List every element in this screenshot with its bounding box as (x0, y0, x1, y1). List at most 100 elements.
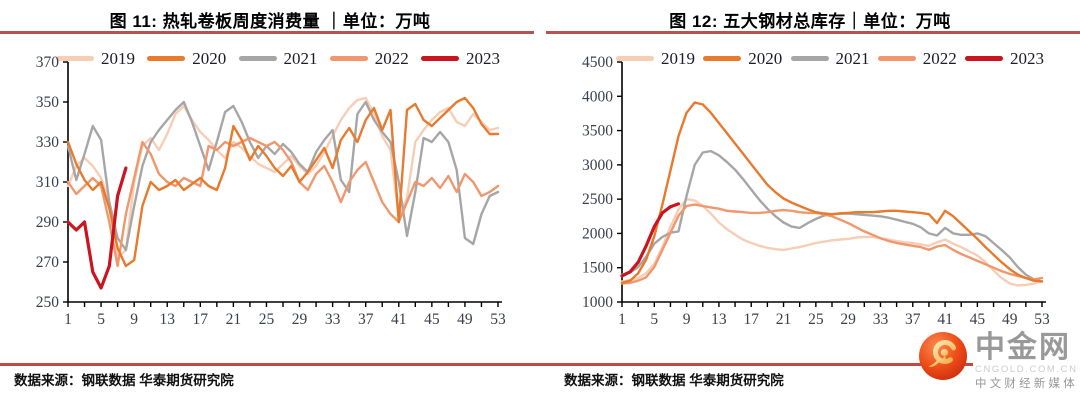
legend-label: 2023 (466, 49, 500, 68)
x-tick-label: 1 (64, 311, 72, 328)
legend-swatch-2021 (790, 56, 829, 61)
y-tick-label: 3500 (582, 123, 613, 140)
y-tick-label: 290 (36, 214, 60, 231)
data-source: 数据来源：钢联数据 华泰期货研究院 (564, 373, 784, 388)
legend-swatch-2022 (329, 56, 368, 61)
data-source: 数据来源：钢联数据 华泰期货研究院 (14, 373, 234, 388)
series-line-2023 (66, 166, 128, 290)
cngold-logo-text: 中金网 CNGOLD.COM.CN 中文财经新媒体 (973, 331, 1080, 392)
legend-label: 2023 (1010, 49, 1044, 68)
legend-swatch-2023 (965, 56, 1003, 61)
legend-label: 2022 (922, 49, 957, 68)
legend-label: 2020 (192, 49, 227, 68)
logo-tagline: 中文财经新媒体 (975, 377, 1078, 390)
y-tick-label: 330 (36, 134, 60, 151)
series-line-2020 (620, 101, 1044, 285)
x-tick-label: 49 (457, 311, 473, 328)
y-tick-label: 350 (36, 94, 60, 111)
legend-item-2023: 2023 (965, 50, 1044, 67)
series-line-2022 (66, 136, 500, 268)
x-tick-label: 5 (650, 311, 658, 328)
x-tick-label: 45 (424, 311, 440, 328)
x-tick-label: 9 (683, 311, 691, 328)
legend-swatch-2019 (56, 56, 94, 61)
legend-item-2019: 2019 (56, 50, 135, 67)
legend-label: 2021 (835, 49, 870, 68)
x-tick-label: 21 (776, 311, 792, 328)
legend-label: 2020 (748, 49, 783, 68)
x-tick-label: 21 (226, 311, 242, 328)
series-line-2022 (620, 203, 1044, 285)
x-tick-label: 53 (490, 311, 506, 328)
x-tick-label: 1 (618, 311, 626, 328)
x-tick-label: 17 (743, 311, 759, 328)
y-tick-label: 1000 (582, 294, 613, 311)
x-tick-label: 41 (391, 311, 407, 328)
x-tick-label: 29 (292, 311, 308, 328)
y-tick-label: 2000 (582, 225, 613, 242)
logo-name: 中金网 (975, 331, 1071, 364)
x-tick-label: 25 (259, 311, 275, 328)
legend-label: 2021 (283, 49, 318, 68)
legend-swatch-2022 (877, 56, 916, 61)
legend-item-2021: 2021 (238, 49, 318, 68)
series-line-2021 (66, 100, 500, 252)
x-tick-label: 53 (1034, 311, 1050, 328)
legend-swatch-2020 (703, 56, 742, 61)
y-tick-label: 250 (36, 294, 60, 311)
y-tick-label: 3000 (582, 157, 613, 174)
x-tick-label: 13 (711, 311, 727, 328)
x-tick-label: 49 (1002, 311, 1018, 328)
legend-swatch-2019 (616, 56, 654, 61)
legend-label: 2022 (374, 49, 409, 68)
x-tick-label: 33 (325, 311, 341, 328)
y-tick-label: 4000 (582, 88, 613, 105)
logo-domain: CNGOLD.COM.CN (975, 364, 1078, 375)
y-tick-label: 1500 (582, 260, 613, 277)
chart-panel-consumption: 图 11: 热轧卷板周度消费量 ｜单位：万吨 2019 2020 2021 2022 2… (0, 12, 534, 388)
legend-item-2020: 2020 (703, 50, 782, 67)
x-tick-label: 45 (970, 311, 986, 328)
legend-label: 2019 (661, 49, 695, 68)
x-tick-label: 17 (193, 311, 209, 328)
x-tick-label: 9 (130, 311, 138, 328)
x-tick-label: 33 (873, 311, 889, 328)
legend-swatch-2020 (147, 56, 186, 61)
legend-item-2023: 2023 (421, 50, 500, 67)
legend-swatch-2023 (421, 56, 459, 61)
title-underline (0, 31, 534, 34)
y-tick-label: 2500 (582, 191, 613, 208)
y-tick-label: 4500 (582, 54, 613, 71)
chart-title: 图 12: 五大钢材总库存｜单位：万吨 (669, 12, 951, 31)
series-line-2019 (620, 197, 1044, 287)
x-tick-label: 5 (97, 311, 105, 328)
series-line-2019 (66, 96, 500, 260)
title-underline (546, 31, 1080, 34)
x-tick-label: 29 (840, 311, 856, 328)
legend-item-2020: 2020 (147, 50, 226, 67)
legend-item-2021: 2021 (790, 49, 870, 68)
x-tick-label: 25 (808, 311, 824, 328)
x-tick-label: 13 (159, 311, 175, 328)
legend-item-2022: 2022 (877, 49, 957, 68)
y-tick-label: 310 (36, 174, 60, 191)
cngold-logo: 中金网 CNGOLD.COM.CN 中文财经新媒体 (918, 331, 1080, 392)
legend: 2019 2020 2021 2022 2023 (56, 50, 500, 67)
legend-swatch-2021 (238, 56, 277, 61)
y-tick-label: 370 (36, 54, 60, 71)
legend: 2019 2020 2021 2022 2023 (616, 50, 1044, 67)
x-tick-label: 37 (358, 311, 374, 328)
cngold-logo-icon (919, 332, 967, 380)
chart-title: 图 11: 热轧卷板周度消费量 ｜单位：万吨 (109, 12, 431, 31)
chart-panel-inventory: 图 12: 五大钢材总库存｜单位：万吨 2019 2020 2021 2022 2023… (540, 0, 1080, 400)
line-chart-inventory: 1000 1500 2000 2500 3000 3500 4000 4500 1 5 9 13 17 2… (582, 54, 1050, 328)
series-line-2020 (66, 96, 500, 268)
legend-label: 2019 (101, 49, 135, 68)
y-tick-label: 270 (36, 254, 60, 271)
legend-item-2022: 2022 (329, 49, 409, 68)
line-chart-consumption: 250 270 290 310 330 350 370 1 5 9 13 17 21 25 29 33 37 41… (36, 54, 506, 328)
legend-item-2019: 2019 (616, 50, 695, 67)
footer-rule (0, 363, 1080, 366)
x-tick-label: 37 (905, 311, 921, 328)
